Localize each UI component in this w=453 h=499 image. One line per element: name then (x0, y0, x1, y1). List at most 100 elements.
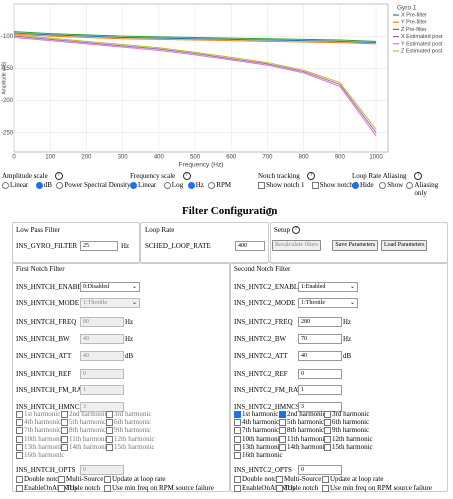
text-input[interactable]: 0 (80, 465, 124, 475)
radio[interactable] (406, 182, 414, 189)
radio[interactable] (187, 182, 195, 189)
checkbox[interactable] (16, 484, 23, 492)
checkbox-label: 10th harmonic (242, 434, 283, 443)
button[interactable]: Load Parameters (380, 240, 428, 251)
checkbox-label: 9th harmonic (332, 426, 370, 435)
radio[interactable] (2, 182, 9, 189)
text-input[interactable]: 0 (298, 369, 342, 379)
checkbox[interactable] (324, 419, 331, 427)
fieldset-legend: Second Notch Filter (234, 265, 291, 273)
select[interactable]: 1:Throttle (80, 298, 140, 308)
help-icon[interactable]: ? (54, 172, 63, 180)
checkbox-label: Use min freq on RPM source failure (112, 483, 214, 492)
text-input[interactable]: 0 (80, 369, 124, 379)
checkbox-label: 15th harmonic (114, 442, 155, 451)
checkbox-label: 4th harmonic (242, 418, 280, 427)
unit: Hz (343, 335, 352, 343)
checkbox[interactable] (324, 443, 331, 451)
checkbox-label: 12th harmonic (332, 434, 373, 443)
checkbox-label: Update at loop rate (330, 475, 384, 483)
text-input[interactable]: 1 (80, 385, 124, 395)
param-name: INS_HNTCH_MODE (16, 299, 79, 307)
text-input[interactable]: 80 (80, 317, 124, 327)
checkbox-label: 16th harmonic (24, 451, 65, 459)
checkbox (61, 419, 68, 427)
radio[interactable] (35, 182, 43, 189)
plot-area (13, 3, 389, 153)
text-input[interactable]: 40 (298, 351, 342, 361)
select-arrow: ⌄ (132, 284, 138, 290)
radio[interactable] (163, 182, 171, 189)
param-name: INS_HNTCH_HMNCS (16, 403, 84, 411)
radio[interactable] (130, 182, 137, 189)
select[interactable]: 1:Throttle (298, 298, 358, 308)
x-tick-label: 700 (262, 155, 273, 161)
checkbox[interactable] (324, 411, 331, 418)
select[interactable]: 1:Enabled (298, 282, 358, 292)
checkbox[interactable] (234, 419, 241, 427)
checkbox[interactable] (324, 427, 331, 435)
checkbox[interactable] (276, 476, 283, 483)
checkbox[interactable] (58, 484, 65, 492)
text-input[interactable]: 3 (298, 402, 342, 412)
radio[interactable] (208, 182, 216, 189)
checkbox[interactable] (258, 182, 265, 189)
checkbox[interactable] (234, 484, 241, 492)
help-icon[interactable]: ? (307, 172, 316, 180)
fieldset-legend: First Notch Filter (16, 265, 65, 273)
text-input[interactable]: 400 (235, 241, 265, 251)
text-input[interactable]: 70 (298, 334, 342, 344)
param-name: INS_HNTCH_OPTS (16, 466, 76, 474)
checkbox-label: 2nd harmonic (287, 410, 326, 418)
legend-title: Gyro 1 (397, 5, 417, 12)
checkbox[interactable] (276, 484, 283, 492)
text-input[interactable]: 40 (80, 351, 124, 361)
text-input[interactable]: 280 (298, 317, 342, 327)
checkbox (106, 419, 113, 427)
checkbox[interactable] (234, 435, 241, 443)
select[interactable]: 0:Disabled (80, 282, 140, 292)
x-tick-label: 200 (81, 155, 92, 161)
radio[interactable] (352, 182, 359, 189)
radio[interactable] (379, 182, 387, 189)
checkbox[interactable] (322, 484, 329, 492)
option-label: Hide (360, 181, 374, 189)
checkbox[interactable] (279, 435, 286, 443)
checkbox (61, 427, 68, 435)
checkbox[interactable] (234, 411, 241, 418)
checkbox[interactable] (104, 476, 111, 483)
checkbox[interactable] (234, 427, 241, 435)
checkbox[interactable] (234, 452, 241, 459)
checkbox[interactable] (279, 427, 286, 435)
x-tick-label: 0 (12, 155, 16, 161)
checkbox[interactable] (311, 182, 319, 189)
checkbox[interactable] (279, 419, 286, 427)
checkbox[interactable] (234, 476, 241, 483)
checkbox-label: 7th harmonic (24, 426, 62, 435)
checkbox[interactable] (324, 435, 331, 443)
text-input[interactable]: 0 (298, 465, 342, 475)
y-tick-label: -250 (1, 130, 14, 136)
param-name: INS_HNTCH_ENABLE (16, 283, 86, 291)
help-icon[interactable]: ? (292, 226, 300, 234)
button[interactable]: Save Parameters (332, 240, 379, 251)
fieldset (12, 222, 140, 264)
text-input[interactable]: 3 (80, 402, 124, 412)
checkbox[interactable] (279, 443, 286, 451)
checkbox[interactable] (322, 476, 329, 483)
text-input[interactable]: 40 (80, 334, 124, 344)
checkbox[interactable] (104, 484, 111, 492)
checkbox[interactable] (58, 476, 65, 483)
text-input[interactable]: 25 (80, 241, 118, 251)
help-icon[interactable]: ? (266, 208, 274, 216)
option-label: Linear (138, 181, 157, 189)
checkbox[interactable] (16, 476, 23, 483)
checkbox (106, 435, 113, 443)
checkbox[interactable] (279, 411, 286, 418)
help-icon[interactable]: ? (182, 172, 191, 180)
checkbox-label: 14th harmonic (69, 442, 110, 451)
checkbox[interactable] (234, 443, 241, 451)
text-input[interactable]: 1 (298, 385, 342, 395)
radio[interactable] (56, 182, 64, 189)
help-icon[interactable]: ? (414, 172, 423, 180)
